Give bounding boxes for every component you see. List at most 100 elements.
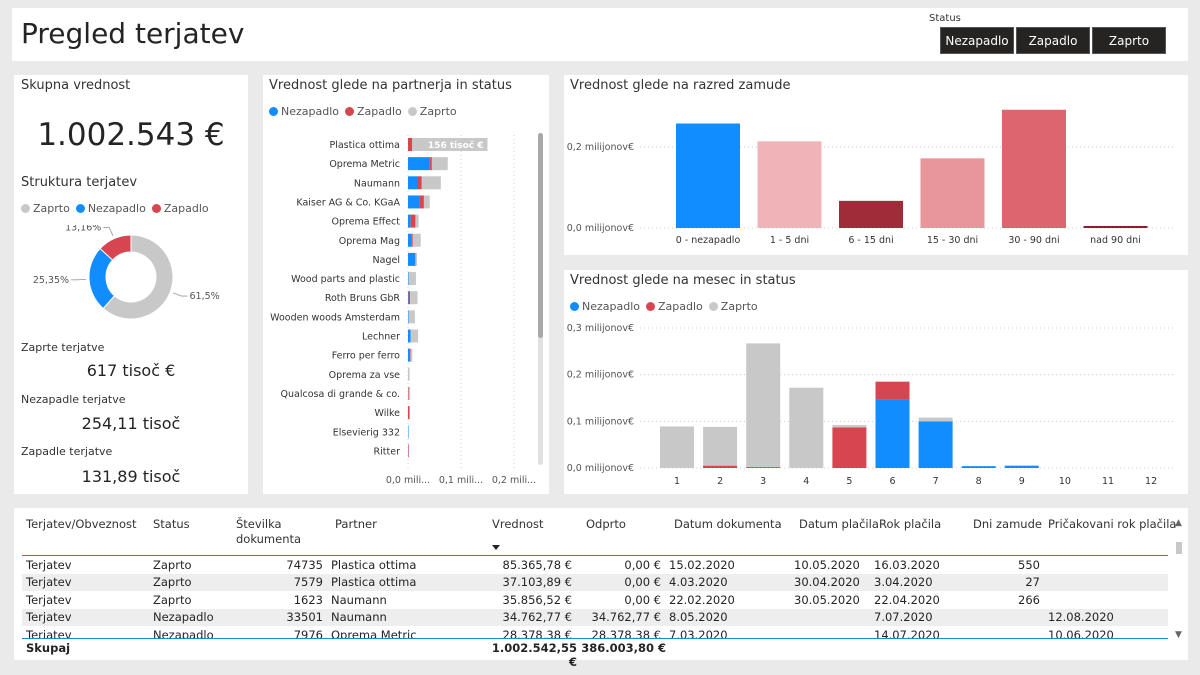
table-scrollbar[interactable]: ▲ ▼: [1174, 516, 1184, 644]
age-bar-chart[interactable]: 0,0 milijonov€ 0,2 milijonov€ 0 - nezapadl…: [564, 75, 1188, 255]
col-header-open[interactable]: Odprto: [586, 517, 626, 531]
bar-nezapadlo[interactable]: [1004, 465, 1039, 468]
legend-item-zaprto[interactable]: Zaprto: [407, 105, 457, 118]
bar-zaprto[interactable]: [408, 367, 410, 381]
legend-item-nezapadlo[interactable]: Nezapadlo: [570, 300, 640, 313]
bar-zaprto[interactable]: [660, 426, 694, 468]
donut-leader-line[interactable]: [172, 292, 188, 297]
bar-nezapadlo[interactable]: [408, 329, 411, 343]
sort-desc-icon[interactable]: [492, 545, 500, 550]
donut-slice-zaprto[interactable]: [102, 234, 174, 320]
bar-zaprto[interactable]: [410, 291, 418, 305]
bar-nezapadlo[interactable]: [408, 195, 420, 209]
bar-age-class[interactable]: [839, 200, 903, 228]
bar-zapadlo[interactable]: [832, 427, 867, 468]
bar-zapadlo[interactable]: [746, 467, 781, 468]
bar-nezapadlo[interactable]: [408, 214, 411, 228]
month-bar-chart[interactable]: 0,0 milijonov€ 0,1 milijonov€ 0,2 milijono…: [564, 270, 1188, 494]
bar-zaprto[interactable]: [832, 425, 867, 428]
bar-zapadlo[interactable]: [703, 465, 738, 468]
col-header-status[interactable]: Status: [153, 517, 190, 531]
bar-zaprto[interactable]: [408, 386, 411, 400]
bar-age-class[interactable]: [676, 123, 740, 228]
status-button-nezapadlo[interactable]: Nezapadlo: [940, 27, 1014, 54]
bar-zaprto[interactable]: [408, 310, 415, 324]
bar-nezapadlo[interactable]: [408, 176, 418, 190]
bar-zaprto[interactable]: [703, 426, 738, 466]
col-header-value[interactable]: Vrednost: [492, 517, 544, 531]
bar-nezapadlo[interactable]: [408, 233, 412, 247]
table-row[interactable]: Terjatev Nezapadlo 33501 Naumann 34.762,77 €…: [22, 608, 1168, 626]
col-header-partner[interactable]: Partner: [335, 517, 377, 531]
bar-zaprto[interactable]: [789, 387, 824, 468]
bar-zapadlo[interactable]: [410, 348, 411, 362]
bar-nezapadlo[interactable]: [408, 310, 409, 324]
status-button-zapadlo[interactable]: Zapadlo: [1016, 27, 1090, 54]
bar-zapadlo[interactable]: [411, 233, 413, 247]
bar-zaprto[interactable]: [415, 252, 418, 266]
bar-zaprto[interactable]: [431, 157, 448, 171]
col-header-expected[interactable]: Pričakovani rok plačila: [1048, 517, 1177, 531]
table-row[interactable]: Terjatev Zaprto 1623 Naumann 35.856,52 € 0,00…: [22, 591, 1168, 609]
bar-age-class[interactable]: [757, 141, 822, 228]
bar-zaprto[interactable]: [423, 195, 430, 209]
col-header-daysoverdue[interactable]: Dni zamude: [973, 517, 1042, 531]
bar-age-class[interactable]: [920, 158, 985, 228]
legend-item-zapadlo[interactable]: Zapadlo: [151, 202, 209, 215]
partner-scroll-thumb[interactable]: [538, 133, 543, 338]
bar-zaprto[interactable]: [415, 214, 419, 228]
bar-zaprto[interactable]: [410, 329, 419, 343]
bar-zapadlo[interactable]: [417, 176, 422, 190]
partner-scrollbar[interactable]: [538, 133, 543, 465]
donut-chart[interactable]: 61,5% 25,35% 13,16%: [14, 225, 248, 325]
bar-nezapadlo[interactable]: [408, 157, 430, 171]
legend-item-zaprto[interactable]: Zaprto: [21, 202, 70, 215]
col-header-duedate[interactable]: Rok plačila: [879, 517, 942, 531]
bar-zapadlo[interactable]: [408, 291, 411, 305]
bar-zapadlo[interactable]: [410, 214, 416, 228]
bar-age-class[interactable]: [1002, 109, 1066, 228]
col-header-paydate[interactable]: Datum plačila: [799, 517, 879, 531]
col-header-type[interactable]: Terjatev/Obveznost: [26, 517, 137, 531]
bar-nezapadlo[interactable]: [961, 466, 996, 468]
bar-age-class[interactable]: [1083, 225, 1148, 228]
donut-slice-zapadlo[interactable]: [99, 234, 132, 261]
bar-zaprto[interactable]: [412, 233, 421, 247]
scroll-up-icon[interactable]: ▲: [1175, 518, 1182, 528]
bar-zaprto[interactable]: [421, 176, 441, 190]
scroll-down-icon[interactable]: ▼: [1175, 630, 1182, 640]
bar-zaprto[interactable]: [408, 272, 416, 286]
col-header-docdate[interactable]: Datum dokumenta: [674, 517, 782, 531]
bar-zapadlo[interactable]: [408, 386, 409, 400]
bar-zapadlo[interactable]: [408, 406, 410, 420]
bar-zapadlo[interactable]: [429, 157, 432, 171]
legend-item-zapadlo[interactable]: Zapadlo: [646, 300, 703, 313]
bar-nezapadlo[interactable]: [408, 348, 411, 362]
col-header-docnum[interactable]: Številka dokumenta: [236, 517, 302, 546]
bar-nezapadlo[interactable]: [408, 291, 409, 305]
bar-zapadlo[interactable]: [408, 444, 409, 458]
status-button-zaprto[interactable]: Zaprto: [1092, 27, 1166, 54]
legend-item-zaprto[interactable]: Zaprto: [708, 300, 758, 313]
legend-item-zapadlo[interactable]: Zapadlo: [345, 105, 402, 118]
bar-zapadlo[interactable]: [875, 381, 910, 400]
bar-nezapadlo[interactable]: [408, 425, 409, 439]
bar-nezapadlo[interactable]: [918, 421, 953, 468]
table-scroll-thumb[interactable]: [1176, 542, 1182, 554]
bar-nezapadlo[interactable]: [408, 252, 416, 266]
table-row[interactable]: Terjatev Zaprto 74735 Plastica ottima 85.365…: [22, 556, 1168, 574]
donut-leader-line[interactable]: [103, 227, 114, 236]
table-row[interactable]: Terjatev Nezapadlo 7976 Oprema Metric 28.378…: [22, 626, 1168, 638]
bar-zaprto[interactable]: [918, 417, 953, 422]
bar-nezapadlo[interactable]: [408, 272, 409, 286]
bar-zapadlo[interactable]: [419, 195, 424, 209]
partner-bar-chart[interactable]: 0,0 mili... 0,1 mili... 0,2 mili... Plastic…: [263, 75, 549, 494]
legend-item-nezapadlo[interactable]: Nezapadlo: [269, 105, 339, 118]
bar-zapadlo[interactable]: [408, 138, 413, 151]
legend-item-nezapadlo[interactable]: Nezapadlo: [75, 202, 146, 215]
bar-zaprto[interactable]: [410, 348, 413, 362]
bar-nezapadlo[interactable]: [875, 399, 910, 468]
bar-zaprto[interactable]: [412, 138, 488, 151]
table-row[interactable]: Terjatev Zaprto 7579 Plastica ottima 37.103,…: [22, 573, 1168, 591]
bar-zaprto[interactable]: [408, 444, 410, 458]
